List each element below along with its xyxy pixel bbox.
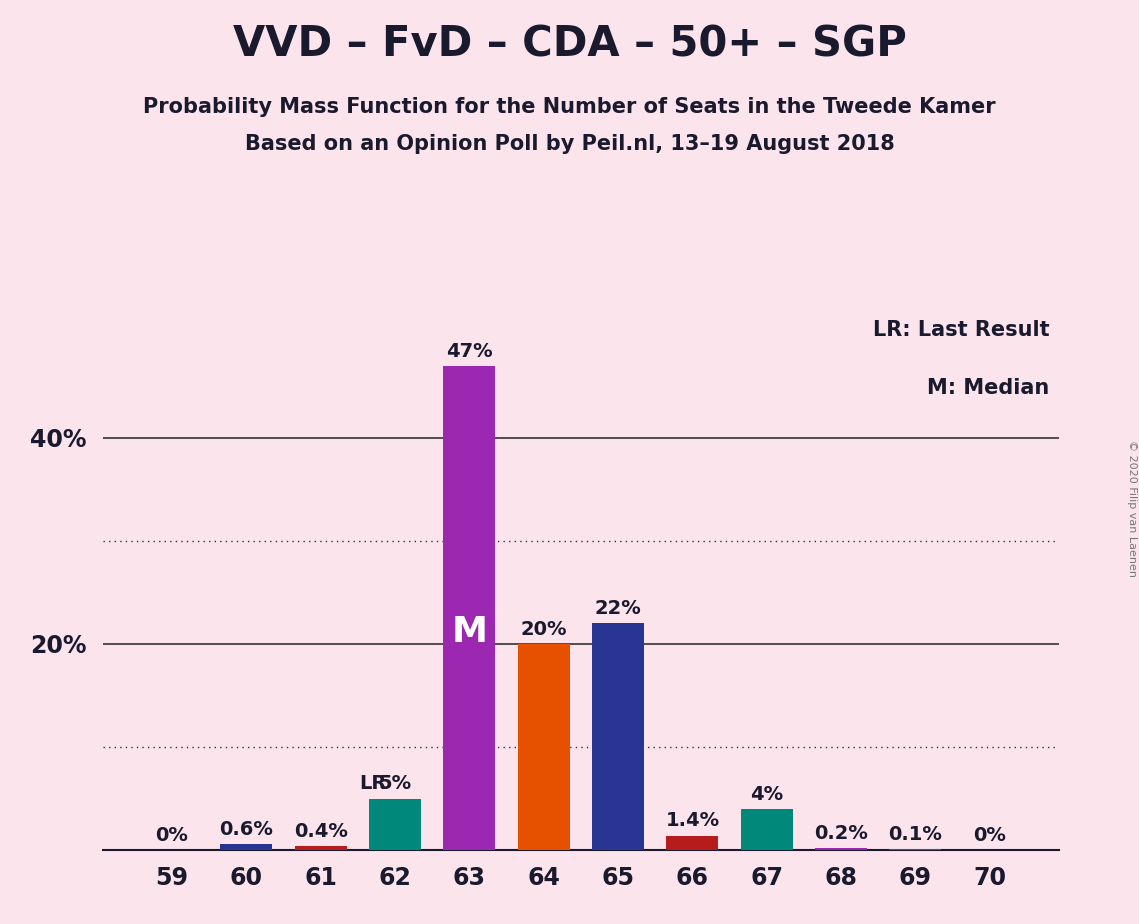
Text: 0.6%: 0.6% [220, 820, 273, 839]
Text: 20%: 20% [521, 620, 567, 638]
Text: LR: LR [359, 774, 386, 794]
Bar [443, 366, 495, 850]
Bar [666, 835, 719, 850]
Text: M: Median: M: Median [927, 379, 1050, 398]
Text: 1.4%: 1.4% [665, 811, 720, 831]
Text: 22%: 22% [595, 599, 641, 618]
Text: LR: Last Result: LR: Last Result [874, 320, 1050, 339]
Text: VVD – FvD – CDA – 50+ – SGP: VVD – FvD – CDA – 50+ – SGP [232, 23, 907, 65]
Text: 0%: 0% [156, 826, 188, 845]
Text: Based on an Opinion Poll by Peil.nl, 13–19 August 2018: Based on an Opinion Poll by Peil.nl, 13–… [245, 134, 894, 154]
Text: 0.1%: 0.1% [888, 825, 942, 844]
Bar [295, 846, 346, 850]
Bar [740, 808, 793, 850]
Bar [369, 798, 421, 850]
Bar [220, 844, 272, 850]
Text: M: M [451, 615, 487, 649]
Text: 0.4%: 0.4% [294, 821, 347, 841]
Text: 0%: 0% [974, 826, 1006, 845]
Bar [816, 848, 867, 850]
Text: 0.2%: 0.2% [814, 824, 868, 843]
Text: © 2020 Filip van Laenen: © 2020 Filip van Laenen [1126, 440, 1137, 577]
Text: 4%: 4% [751, 784, 784, 804]
Bar [518, 644, 570, 850]
Text: Probability Mass Function for the Number of Seats in the Tweede Kamer: Probability Mass Function for the Number… [144, 97, 995, 117]
Bar [592, 624, 644, 850]
Bar [890, 849, 942, 850]
Text: 47%: 47% [446, 342, 493, 360]
Text: 5%: 5% [378, 774, 411, 794]
